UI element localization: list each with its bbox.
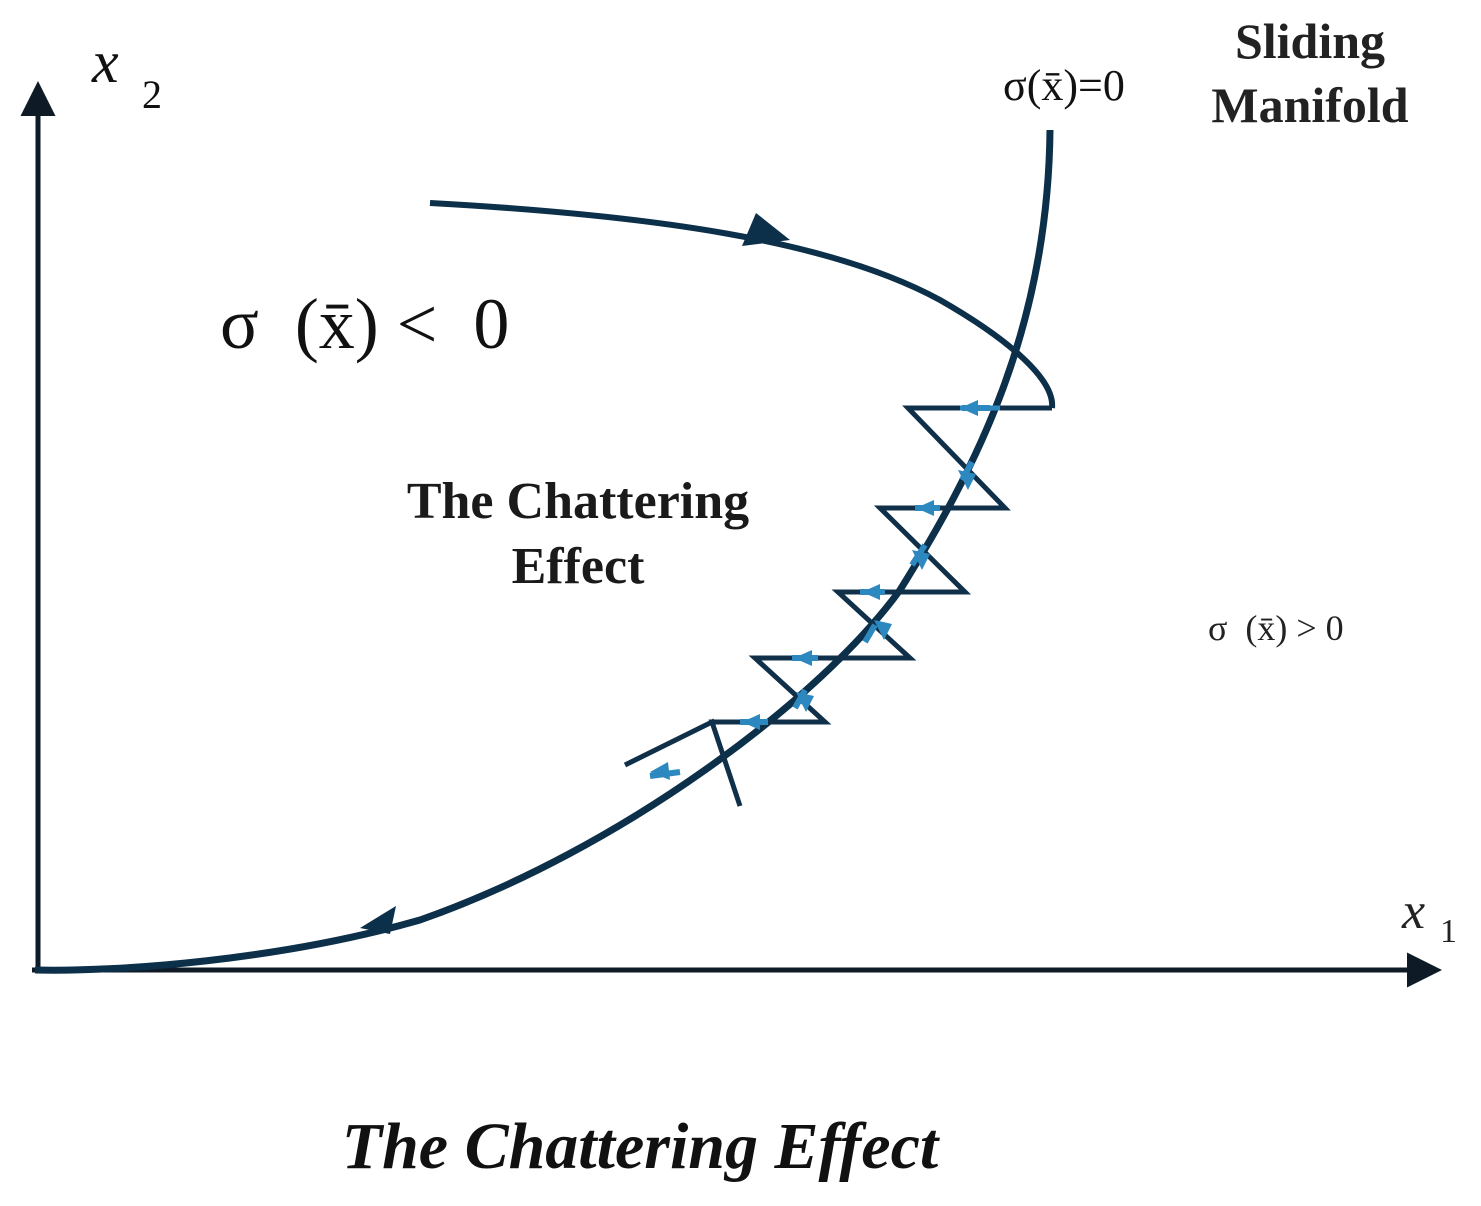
figure-caption: The Chattering Effect [342,1110,940,1183]
sliding-direction-arrow [360,906,396,934]
sliding-manifold-title-line1: Sliding [1235,13,1385,69]
chatter-arrow-1 [960,400,978,416]
sliding-manifold-curve [34,129,1054,974]
x1-axis-subscript: 1 [1440,913,1457,950]
chattering-effect-annotation-line2: Effect [512,538,645,595]
chatter-arrow-7 [794,650,812,666]
chatter-arrow-9 [742,714,760,730]
x2-axis-subscript: 2 [142,72,162,117]
manifold-equation: σ(x̄)=0 [1003,61,1125,110]
reaching-arrow [742,213,790,246]
reaching-trajectory [429,200,1056,409]
chattering-zigzag [623,405,1052,807]
chatter-arrow-3 [916,500,934,516]
x1-axis-symbol: x [1401,883,1425,940]
x2-axis-symbol: x [91,29,119,95]
region-positive-label: σ (x̄) > 0 [1208,608,1344,648]
chatter-arrow-2 [958,470,976,490]
region-negative-label: σ (x̄) < 0 [220,284,509,364]
chatter-arrow-4 [912,550,930,570]
chatter-arrow-10 [650,762,670,780]
chatter-arrow-6 [874,620,892,640]
sliding-manifold-title-line2: Manifold [1211,77,1408,133]
chatter-arrow-5 [862,584,880,600]
chattering-effect-annotation-line1: The Chattering [407,473,749,530]
chatter-arrow-8 [796,692,814,712]
